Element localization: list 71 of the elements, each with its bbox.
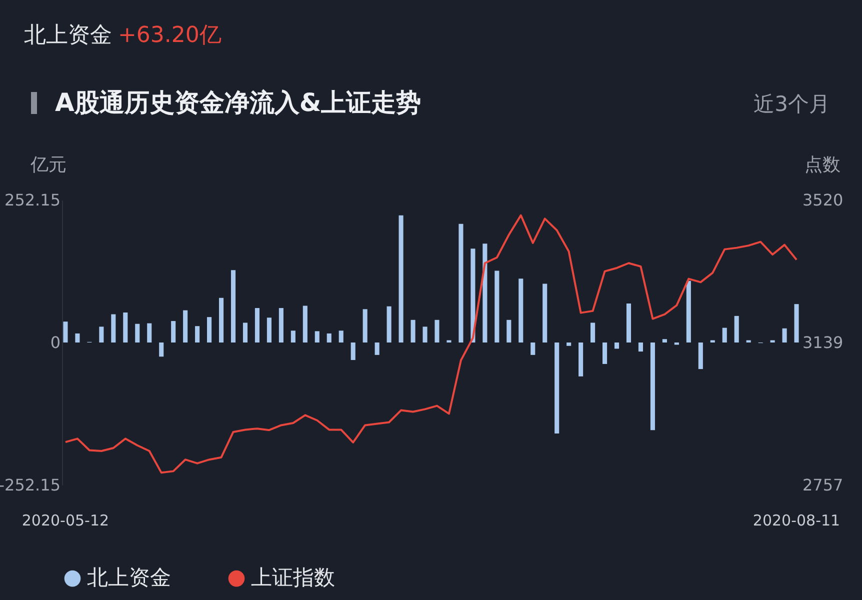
bar (350, 342, 356, 360)
bar (794, 304, 799, 342)
bar (207, 317, 212, 342)
bar (147, 323, 152, 342)
text: +63.20亿 (118, 23, 222, 48)
bar (542, 284, 548, 342)
bar (135, 324, 140, 342)
bar (602, 342, 608, 364)
bar (722, 328, 727, 342)
legend-label: 北上资金 (87, 566, 171, 590)
bar (159, 342, 164, 357)
bar (698, 342, 703, 370)
bar (218, 298, 224, 342)
bar (75, 333, 80, 342)
bar (230, 270, 236, 342)
text: 北上资金 (24, 23, 112, 48)
bar (422, 326, 428, 342)
bar (578, 342, 584, 376)
bar (458, 224, 464, 342)
bar (638, 342, 644, 352)
bar (266, 318, 272, 342)
bar (254, 308, 260, 342)
bar (314, 331, 320, 342)
bar (171, 321, 176, 342)
bar (506, 320, 512, 342)
y-tick-label: 252.15 (4, 190, 60, 210)
bar (566, 342, 572, 346)
bar (518, 278, 524, 342)
bar (183, 310, 188, 342)
bar (482, 244, 488, 342)
y2-tick-label: 3520 (802, 190, 844, 210)
x-tick-label: 2020-08-11 (752, 512, 840, 530)
line-series (64, 214, 798, 474)
bar (362, 309, 368, 342)
bar (386, 306, 392, 342)
bar (626, 304, 632, 342)
bar (530, 342, 536, 355)
bar (590, 322, 596, 342)
bar (782, 328, 787, 342)
bar (111, 314, 116, 342)
bar (123, 312, 128, 342)
bar (470, 248, 476, 342)
bar (650, 342, 655, 430)
bar (434, 320, 440, 342)
bar (195, 326, 200, 342)
y-tick-label: 0 (50, 333, 60, 352)
bar (662, 339, 667, 342)
legend-label: 上证指数 (251, 566, 335, 590)
bar (63, 322, 68, 342)
bar (686, 280, 691, 342)
chart-title: A股通历史资金净流入&上证走势 (55, 87, 422, 119)
y2-axis-title: 点数 (804, 154, 840, 176)
bar (290, 330, 296, 342)
bar (302, 306, 308, 342)
y2-tick-label: 3139 (802, 332, 844, 352)
x-tick-label: 2020-05-12 (22, 512, 110, 530)
y2-tick-label: 2757 (802, 476, 844, 494)
bar (554, 342, 560, 434)
text: 近3个月 (754, 91, 830, 118)
bar (410, 320, 416, 342)
bar (614, 342, 620, 349)
bar (242, 322, 248, 342)
bar (494, 270, 500, 342)
bar (374, 342, 380, 355)
bar (398, 215, 404, 342)
bar (99, 326, 104, 342)
bar (278, 308, 284, 342)
bar (734, 316, 739, 342)
bar (326, 333, 332, 342)
y-axis-title: 亿元 (30, 154, 66, 176)
bar (338, 330, 344, 342)
